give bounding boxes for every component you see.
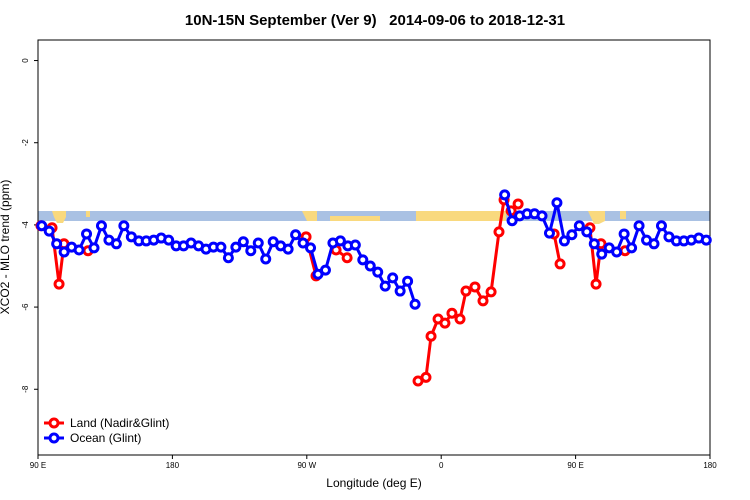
point: [536, 210, 548, 222]
land-ocean-strip: [38, 211, 710, 224]
point: [566, 229, 578, 241]
point: [349, 239, 361, 251]
point: [215, 241, 227, 253]
point: [425, 330, 437, 342]
point: [469, 281, 481, 293]
point: [506, 215, 518, 227]
point: [596, 248, 608, 260]
point: [618, 228, 630, 240]
point: [543, 227, 555, 239]
point: [372, 266, 384, 278]
point: [110, 238, 122, 250]
point: [409, 298, 421, 310]
point: [290, 229, 302, 241]
legend-label: Land (Nadir&Glint): [70, 416, 169, 430]
point: [655, 220, 667, 232]
point: [394, 285, 406, 297]
point: [439, 317, 451, 329]
point: [611, 246, 623, 258]
point: [700, 234, 712, 246]
point: [588, 238, 600, 250]
x-tick-label: 180: [703, 461, 717, 470]
plot-frame: [37, 39, 711, 456]
point: [53, 278, 65, 290]
point: [58, 246, 70, 258]
legend-swatch-point: [48, 417, 60, 429]
point: [420, 371, 432, 383]
point: [305, 242, 317, 254]
point: [36, 220, 48, 232]
point: [402, 275, 414, 287]
x-tick-label: 180: [166, 461, 180, 470]
point: [551, 197, 563, 209]
point: [573, 220, 585, 232]
point: [282, 243, 294, 255]
point: [387, 272, 399, 284]
point: [460, 285, 472, 297]
point: [252, 237, 264, 249]
point: [357, 254, 369, 266]
point: [341, 252, 353, 264]
point: [297, 237, 309, 249]
y-tick-label: -6: [21, 303, 30, 311]
point: [230, 241, 242, 253]
point: [446, 307, 458, 319]
point: [95, 220, 107, 232]
point: [88, 242, 100, 254]
x-tick-label: 90 E: [567, 461, 583, 470]
point: [648, 238, 660, 250]
y-tick-label: -2: [21, 139, 30, 147]
y-tick-label: -8: [21, 385, 30, 393]
point: [73, 244, 85, 256]
legend-label: Ocean (Glint): [70, 431, 141, 445]
point: [626, 242, 638, 254]
point: [43, 225, 55, 237]
point: [118, 220, 130, 232]
chart-title: 10N-15N September (Ver 9) 2014-09-06 to …: [185, 12, 565, 29]
point: [163, 234, 175, 246]
point: [237, 236, 249, 248]
point: [222, 252, 234, 264]
x-tick-label: 90 E: [30, 461, 46, 470]
point: [260, 253, 272, 265]
point: [633, 220, 645, 232]
legend-swatch-point: [48, 432, 60, 444]
point: [581, 226, 593, 238]
x-tick-label: 90 W: [297, 461, 316, 470]
point: [493, 226, 505, 238]
y-tick-label: 0: [21, 58, 30, 63]
y-axis-label: XCO2 - MLO trend (ppm): [0, 180, 12, 315]
x-axis-label: Longitude (deg E): [326, 476, 421, 490]
point: [485, 286, 497, 298]
point: [558, 235, 570, 247]
point: [319, 264, 331, 276]
point: [590, 278, 602, 290]
point: [554, 258, 566, 270]
point: [334, 235, 346, 247]
y-tick-label: -4: [21, 221, 30, 229]
point: [454, 313, 466, 325]
point: [81, 228, 93, 240]
point: [364, 260, 376, 272]
point: [51, 238, 63, 250]
point: [499, 189, 511, 201]
point: [477, 295, 489, 307]
x-tick-label: 0: [439, 461, 444, 470]
point: [245, 245, 257, 257]
point: [379, 280, 391, 292]
point: [512, 198, 524, 210]
